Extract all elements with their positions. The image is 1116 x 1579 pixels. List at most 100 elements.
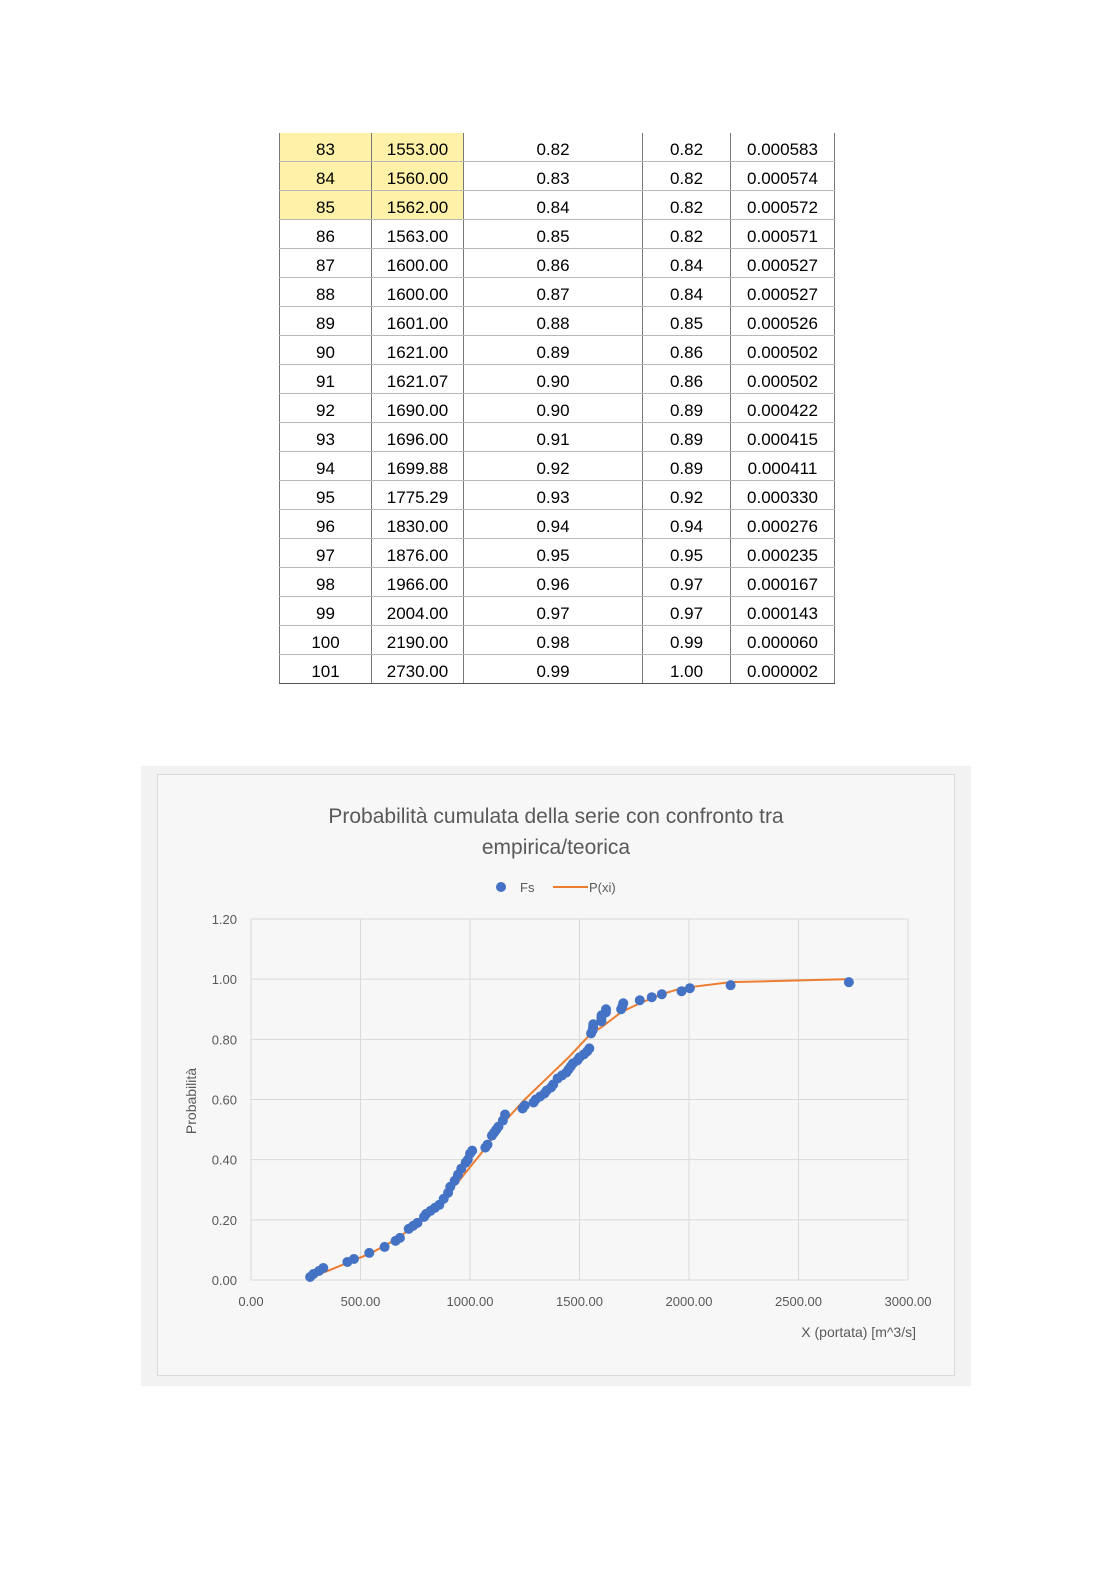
table-row: 88 1600.00 0.87 0.84 0.000527 — [279, 277, 835, 307]
chart-axes: 0.00 0.20 0.40 0.60 0.80 1.00 1.20 0.00 500.00 10… — [212, 912, 932, 1309]
table-row: 90 1621.00 0.89 0.86 0.000502 — [279, 335, 835, 365]
fs-data-point — [618, 998, 629, 1009]
table-cell: 0.000235 — [730, 538, 835, 568]
table-cell: 0.97 — [642, 596, 731, 626]
table-cell: 0.000060 — [730, 625, 835, 655]
fs-data-point — [588, 1019, 599, 1030]
legend-pxi-label: P(xi) — [589, 880, 616, 895]
fs-data-point — [394, 1232, 405, 1243]
fs-data-point — [725, 980, 736, 991]
table-cell: 0.98 — [463, 625, 643, 655]
fs-data-point — [676, 986, 687, 997]
table-cell: 86 — [279, 219, 372, 249]
table-cell: 0.89 — [642, 393, 731, 423]
table-cell: 0.000502 — [730, 364, 835, 394]
table-cell: 0.94 — [642, 509, 731, 539]
table-cell: 1775.29 — [371, 480, 464, 510]
table-row: 86 1563.00 0.85 0.82 0.000571 — [279, 219, 835, 249]
table-cell: 0.86 — [642, 335, 731, 365]
table-cell: 0.000276 — [730, 509, 835, 539]
table-cell: 1621.07 — [371, 364, 464, 394]
chart-gridlines — [250, 918, 909, 1281]
table-cell: 89 — [279, 306, 372, 336]
x-tick-label: 1500.00 — [556, 1294, 603, 1309]
fs-data-point — [364, 1247, 375, 1258]
fs-data-point — [646, 992, 657, 1003]
table-cell: 0.90 — [463, 364, 643, 394]
table-cell: 0.83 — [463, 161, 643, 191]
legend-fs-marker — [496, 882, 506, 892]
table-cell: 0.82 — [642, 161, 731, 191]
table-cell: 95 — [279, 480, 372, 510]
table-cell: 0.000002 — [730, 654, 835, 684]
table-cell: 1563.00 — [371, 219, 464, 249]
table-cell: 97 — [279, 538, 372, 568]
table-cell: 0.84 — [463, 190, 643, 220]
table-cell: 1601.00 — [371, 306, 464, 336]
table-cell: 0.000526 — [730, 306, 835, 336]
fs-data-point — [519, 1100, 530, 1111]
table-cell: 1690.00 — [371, 393, 464, 423]
table-cell: 92 — [279, 393, 372, 423]
table-cell: 0.89 — [642, 422, 731, 452]
table-cell: 0.99 — [642, 625, 731, 655]
table-cell: 0.97 — [463, 596, 643, 626]
table-body: 83 1553.00 0.82 0.82 0.000583 84 1560.00 0.83 0.… — [279, 133, 835, 684]
fs-data-point — [601, 1004, 612, 1015]
y-tick-label: 0.40 — [212, 1153, 237, 1168]
fs-data-point — [634, 995, 645, 1006]
table-cell: 99 — [279, 596, 372, 626]
y-tick-label: 0.80 — [212, 1032, 237, 1047]
table-cell: 0.96 — [463, 567, 643, 597]
x-tick-label: 0.00 — [238, 1294, 263, 1309]
x-tick-label: 1000.00 — [447, 1294, 494, 1309]
y-tick-label: 1.20 — [212, 912, 237, 927]
fs-data-point — [684, 983, 695, 994]
series-fs — [305, 977, 854, 1282]
fs-data-point — [500, 1109, 511, 1120]
table-row: 98 1966.00 0.96 0.97 0.000167 — [279, 567, 835, 597]
chart-container: Probabilità cumulata della serie con con… — [141, 766, 971, 1386]
table-cell: 2730.00 — [371, 654, 464, 684]
table-cell: 1621.00 — [371, 335, 464, 365]
table-cell: 0.000583 — [730, 133, 835, 162]
table-cell: 1699.88 — [371, 451, 464, 481]
table-cell: 0.85 — [642, 306, 731, 336]
table-cell: 2190.00 — [371, 625, 464, 655]
table-cell: 0.99 — [463, 654, 643, 684]
table-row: 95 1775.29 0.93 0.92 0.000330 — [279, 480, 835, 510]
table-cell: 0.84 — [642, 277, 731, 307]
fs-data-point — [318, 1262, 329, 1273]
table-cell: 100 — [279, 625, 372, 655]
table-row: 87 1600.00 0.86 0.84 0.000527 — [279, 248, 835, 278]
table-cell: 83 — [279, 133, 372, 162]
table-cell: 98 — [279, 567, 372, 597]
fs-data-point — [482, 1139, 493, 1150]
y-tick-label: 0.60 — [212, 1093, 237, 1108]
fs-data-point — [348, 1253, 359, 1264]
table-cell: 94 — [279, 451, 372, 481]
table-cell: 1696.00 — [371, 422, 464, 452]
table-cell: 0.94 — [463, 509, 643, 539]
table-row: 85 1562.00 0.84 0.82 0.000572 — [279, 190, 835, 220]
table-cell: 101 — [279, 654, 372, 684]
table-cell: 0.97 — [642, 567, 731, 597]
table-cell: 1600.00 — [371, 277, 464, 307]
table-cell: 0.84 — [642, 248, 731, 278]
table-cell: 0.000502 — [730, 335, 835, 365]
chart-plot-area-frame: Probabilità cumulata della serie con con… — [157, 774, 955, 1376]
y-tick-label: 1.00 — [212, 972, 237, 987]
table-cell: 2004.00 — [371, 596, 464, 626]
table-row: 93 1696.00 0.91 0.89 0.000415 — [279, 422, 835, 452]
x-tick-label: 3000.00 — [885, 1294, 932, 1309]
x-tick-label: 500.00 — [341, 1294, 381, 1309]
table-cell: 0.86 — [642, 364, 731, 394]
table-cell: 0.82 — [642, 219, 731, 249]
table-cell: 0.90 — [463, 393, 643, 423]
table-cell: 0.93 — [463, 480, 643, 510]
table-cell: 0.82 — [463, 133, 643, 162]
table-cell: 0.87 — [463, 277, 643, 307]
fs-data-point — [843, 977, 854, 988]
table-row: 101 2730.00 0.99 1.00 0.000002 — [279, 654, 835, 684]
table-row: 89 1601.00 0.88 0.85 0.000526 — [279, 306, 835, 336]
